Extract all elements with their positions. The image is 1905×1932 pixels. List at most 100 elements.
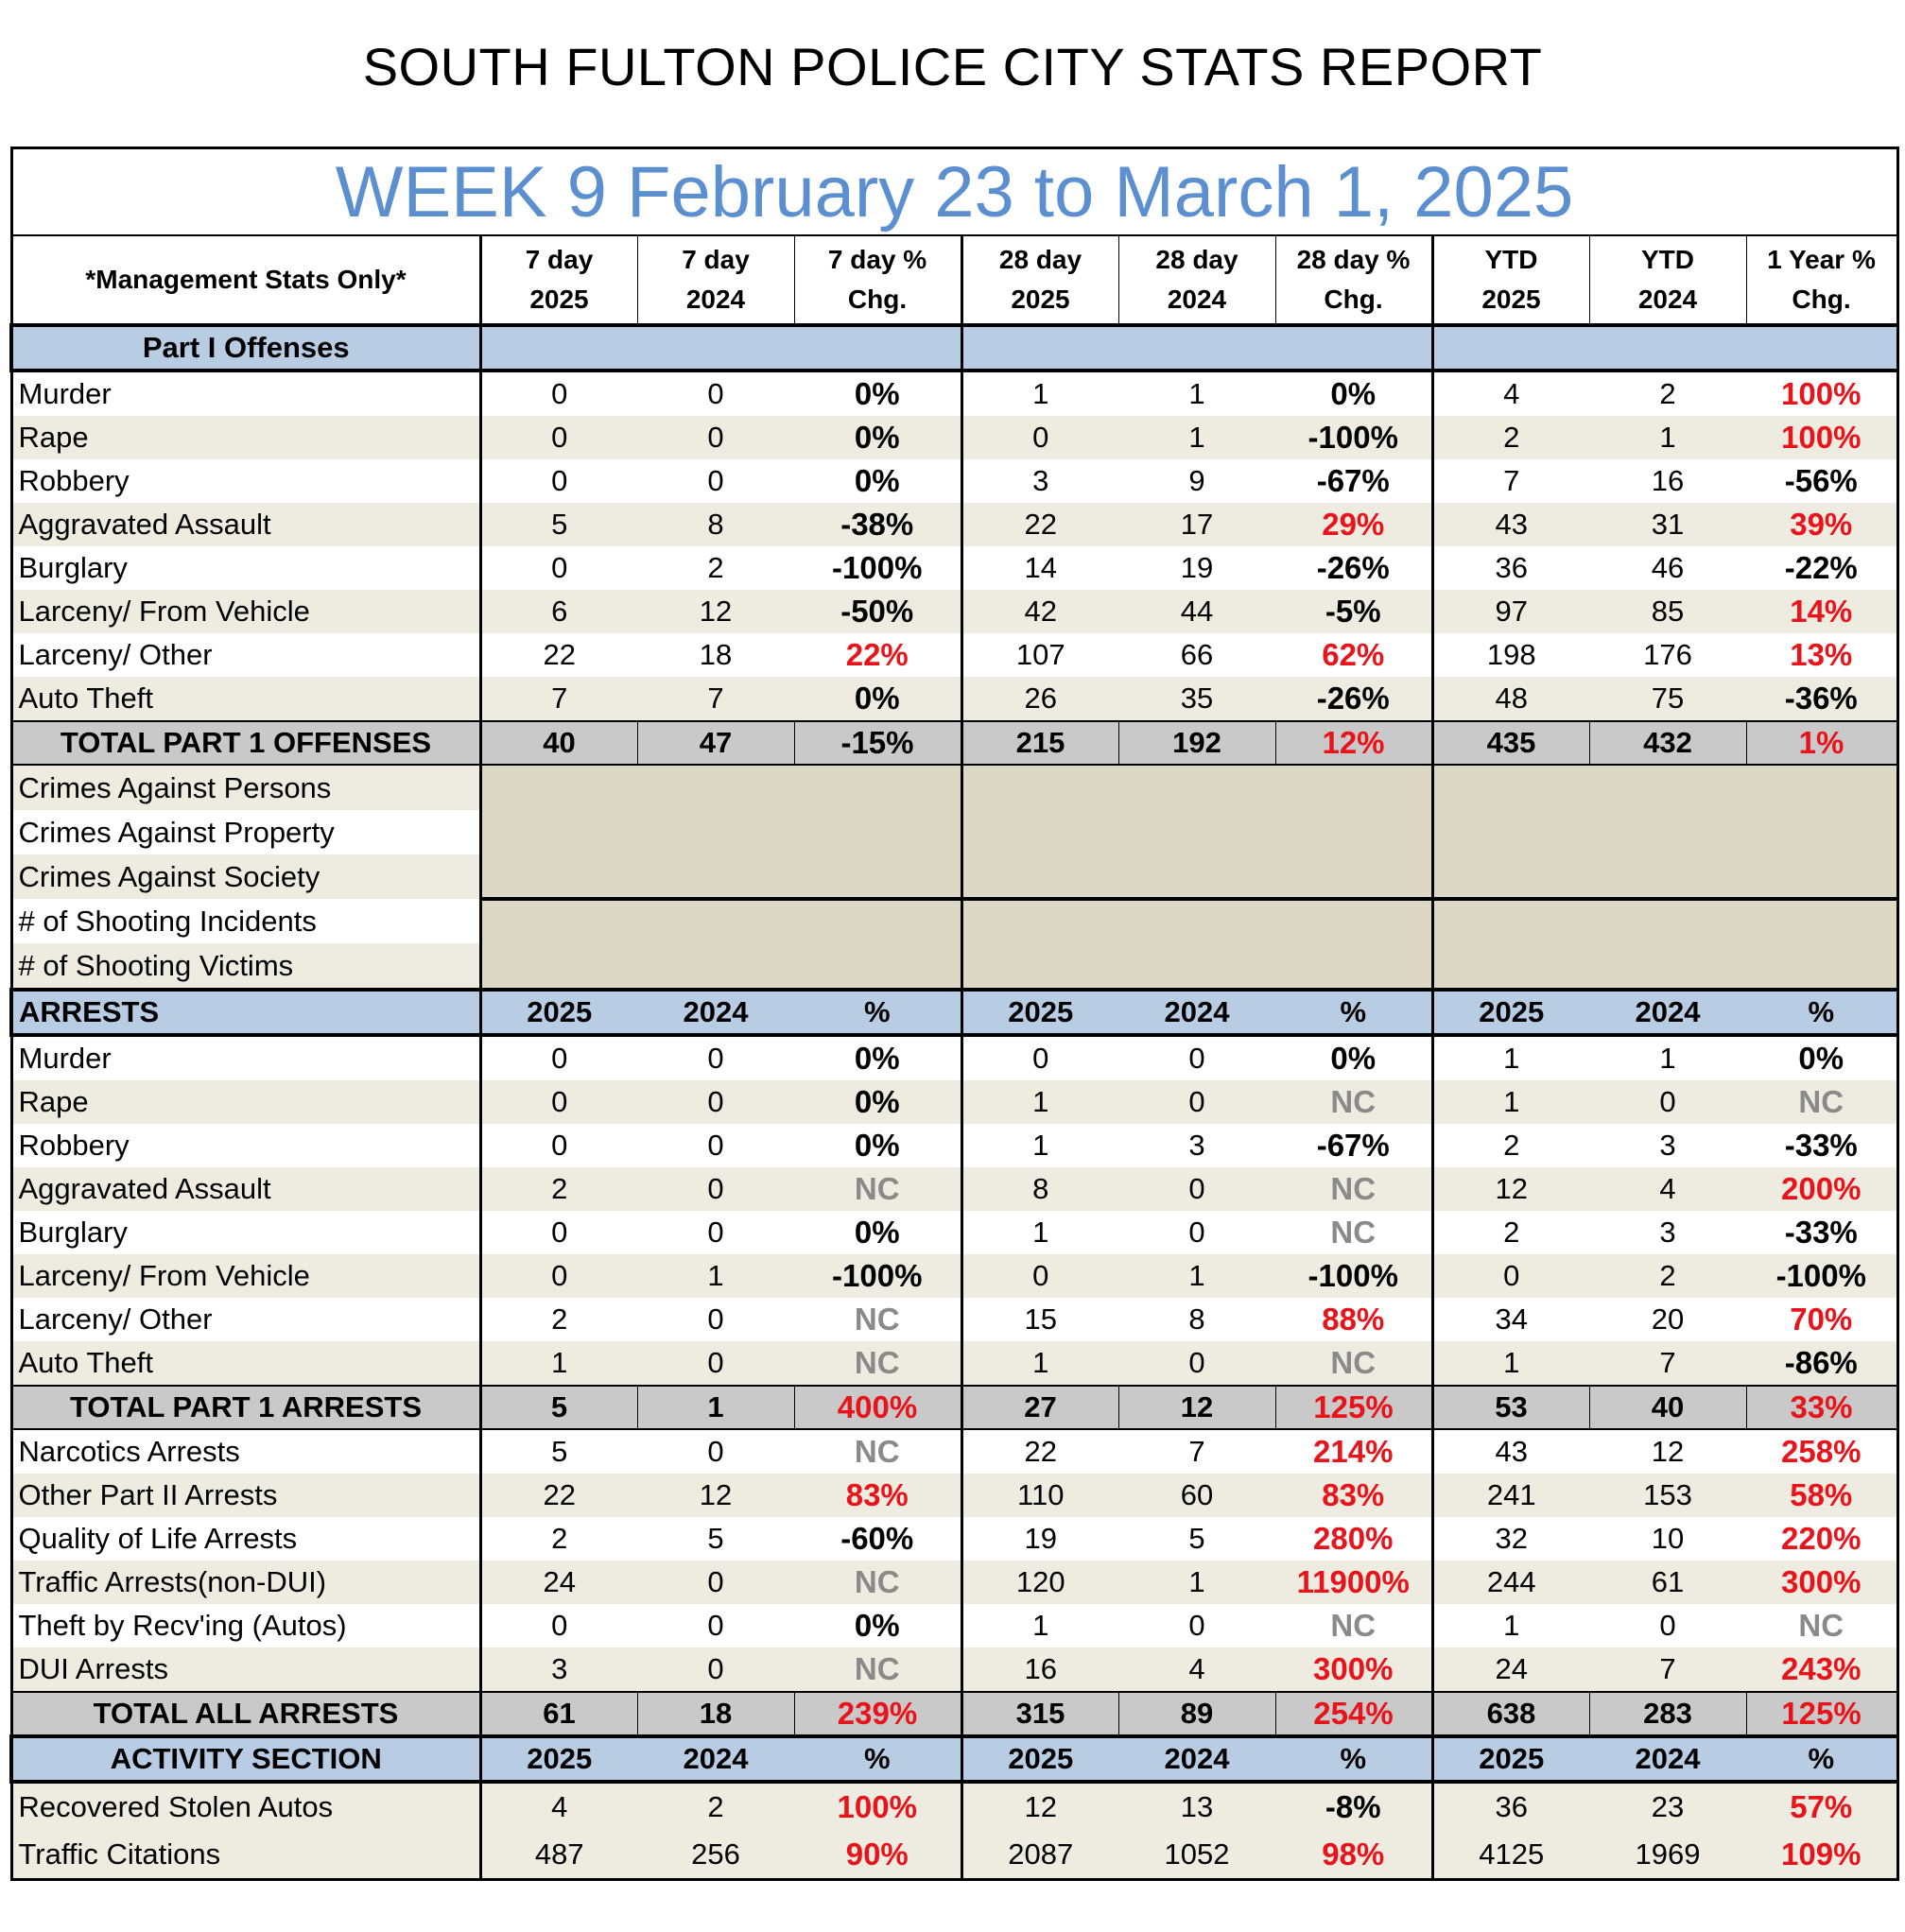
percent-change-cell: -22% bbox=[1746, 546, 1898, 590]
percent-change-cell: 280% bbox=[1275, 1517, 1432, 1561]
value-cell: 1 bbox=[1430, 1035, 1589, 1080]
section-column-head: % bbox=[1275, 988, 1432, 1037]
section-column-head: 2024 bbox=[1118, 988, 1275, 1037]
column-header-line1: 28 day bbox=[998, 245, 1082, 274]
value-cell: 23 bbox=[1589, 1782, 1746, 1831]
column-header: 28 day 2025 bbox=[960, 235, 1118, 326]
column-header-line1: YTD bbox=[1641, 245, 1694, 274]
total-percent-cell: 125% bbox=[1745, 1691, 1898, 1737]
value-cell: 31 bbox=[1589, 503, 1746, 546]
value-cell: 12 bbox=[1430, 1167, 1589, 1211]
value-cell: 1 bbox=[1118, 1561, 1275, 1604]
percent-change-cell: NC bbox=[1275, 1080, 1432, 1124]
row-label: Traffic Arrests(non-DUI) bbox=[11, 1561, 482, 1604]
percent-change-cell: -100% bbox=[1275, 1254, 1432, 1298]
value-cell: 8 bbox=[960, 1167, 1118, 1211]
value-cell: 0 bbox=[480, 1124, 637, 1167]
section-column-head bbox=[1118, 323, 1275, 372]
total-value-cell: 432 bbox=[1588, 720, 1746, 766]
total-percent-cell: 125% bbox=[1274, 1385, 1432, 1430]
total-value-cell: 61 bbox=[479, 1691, 637, 1737]
section-column-head bbox=[637, 323, 794, 372]
blank-block bbox=[960, 897, 1432, 990]
total-value-cell: 638 bbox=[1430, 1691, 1589, 1737]
percent-change-cell: 0% bbox=[794, 677, 961, 721]
column-header: 7 day % Chg. bbox=[793, 235, 961, 326]
percent-change-cell: 70% bbox=[1746, 1298, 1898, 1341]
value-cell: 0 bbox=[1589, 1080, 1746, 1124]
value-cell: 4 bbox=[480, 1782, 637, 1831]
value-cell: 4 bbox=[1118, 1647, 1275, 1692]
value-cell: 2 bbox=[480, 1298, 637, 1341]
table-row: DUI Arrests 3 0 NC 16 4 300% 24 7 243% bbox=[11, 1647, 1898, 1692]
total-value-cell: 18 bbox=[636, 1691, 794, 1737]
value-cell: 66 bbox=[1118, 633, 1275, 677]
percent-change-cell: -67% bbox=[1275, 1124, 1432, 1167]
percent-change-cell: 0% bbox=[794, 1080, 961, 1124]
blank-block bbox=[480, 765, 961, 899]
section-column-head: 2024 bbox=[1118, 1734, 1275, 1784]
table-row: Narcotics Arrests 5 0 NC 22 7 214% 43 12 258% bbox=[11, 1429, 1898, 1474]
row-label: Recovered Stolen Autos bbox=[11, 1782, 482, 1831]
value-cell: 1 bbox=[960, 1211, 1118, 1254]
total-label: TOTAL ALL ARRESTS bbox=[11, 1691, 482, 1737]
total-part1-offenses-row: TOTAL PART 1 OFFENSES 40 47 -15% 215 192 12% 43… bbox=[11, 720, 1898, 766]
table-row: Larceny/ From Vehicle 6 12 -50% 42 44 -5% 97 85 1… bbox=[11, 590, 1898, 633]
value-cell: 24 bbox=[1430, 1647, 1589, 1692]
percent-change-cell: NC bbox=[794, 1298, 961, 1341]
table-row: Rape 0 0 0% 0 1 -100% 2 1 100% bbox=[11, 416, 1898, 459]
percent-change-cell: -26% bbox=[1275, 677, 1432, 721]
percent-change-cell: 0% bbox=[1275, 1035, 1432, 1080]
table-row: Aggravated Assault 2 0 NC 8 0 NC 12 4 200% bbox=[11, 1167, 1898, 1211]
value-cell: 20 bbox=[1589, 1298, 1746, 1341]
table-row: Traffic Citations 487 256 90% 2087 1052 98% 412… bbox=[11, 1831, 1898, 1880]
value-cell: 0 bbox=[637, 1429, 794, 1474]
column-header-line2: Chg. bbox=[1324, 285, 1383, 314]
value-cell: 8 bbox=[1118, 1298, 1275, 1341]
column-header: YTD 2025 bbox=[1430, 235, 1589, 326]
percent-change-cell: 0% bbox=[1746, 1035, 1898, 1080]
value-cell: 0 bbox=[1118, 1604, 1275, 1647]
value-cell: 198 bbox=[1430, 633, 1589, 677]
total-value-cell: 40 bbox=[479, 720, 637, 766]
value-cell: 1052 bbox=[1118, 1831, 1275, 1880]
value-cell: 24 bbox=[480, 1561, 637, 1604]
total-percent-cell: -15% bbox=[793, 720, 961, 766]
value-cell: 13 bbox=[1118, 1782, 1275, 1831]
percent-change-cell: 109% bbox=[1746, 1831, 1898, 1880]
value-cell: 1 bbox=[1589, 416, 1746, 459]
value-cell: 15 bbox=[960, 1298, 1118, 1341]
percent-change-cell: -100% bbox=[794, 1254, 961, 1298]
value-cell: 1 bbox=[1430, 1341, 1589, 1386]
value-cell: 1 bbox=[960, 1124, 1118, 1167]
table-row: Rape 0 0 0% 1 0 NC 1 0 NC bbox=[11, 1080, 1898, 1124]
shooting-label: # of Shooting Victims bbox=[11, 943, 482, 990]
value-cell: 0 bbox=[637, 1298, 794, 1341]
table-row: Other Part II Arrests 22 12 83% 110 60 83% 241 1… bbox=[11, 1474, 1898, 1517]
value-cell: 7 bbox=[637, 677, 794, 721]
section-column-head: % bbox=[794, 1734, 961, 1784]
value-cell: 35 bbox=[1118, 677, 1275, 721]
percent-change-cell: 83% bbox=[1275, 1474, 1432, 1517]
value-cell: 3 bbox=[1589, 1211, 1746, 1254]
row-label: Auto Theft bbox=[11, 1341, 482, 1386]
percent-change-cell: 0% bbox=[794, 416, 961, 459]
value-cell: 97 bbox=[1430, 590, 1589, 633]
value-cell: 2 bbox=[480, 1167, 637, 1211]
section-column-head: % bbox=[1746, 988, 1898, 1037]
percent-change-cell: 83% bbox=[794, 1474, 961, 1517]
value-cell: 26 bbox=[960, 677, 1118, 721]
column-header-line2: 2024 bbox=[1637, 285, 1698, 314]
percent-change-cell: NC bbox=[794, 1429, 961, 1474]
value-cell: 61 bbox=[1589, 1561, 1746, 1604]
section-column-head: 2025 bbox=[960, 988, 1118, 1037]
table-row: Murder 0 0 0% 0 0 0% 1 1 0% bbox=[11, 1035, 1898, 1080]
percent-change-cell: 90% bbox=[794, 1831, 961, 1880]
section-column-head: 2024 bbox=[1589, 988, 1746, 1037]
value-cell: 0 bbox=[480, 1035, 637, 1080]
percent-change-cell: NC bbox=[1275, 1341, 1432, 1386]
value-cell: 110 bbox=[960, 1474, 1118, 1517]
value-cell: 0 bbox=[637, 371, 794, 416]
percent-change-cell: -100% bbox=[1746, 1254, 1898, 1298]
value-cell: 1 bbox=[637, 1254, 794, 1298]
